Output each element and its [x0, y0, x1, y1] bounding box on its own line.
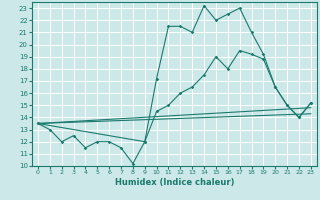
- X-axis label: Humidex (Indice chaleur): Humidex (Indice chaleur): [115, 178, 234, 187]
